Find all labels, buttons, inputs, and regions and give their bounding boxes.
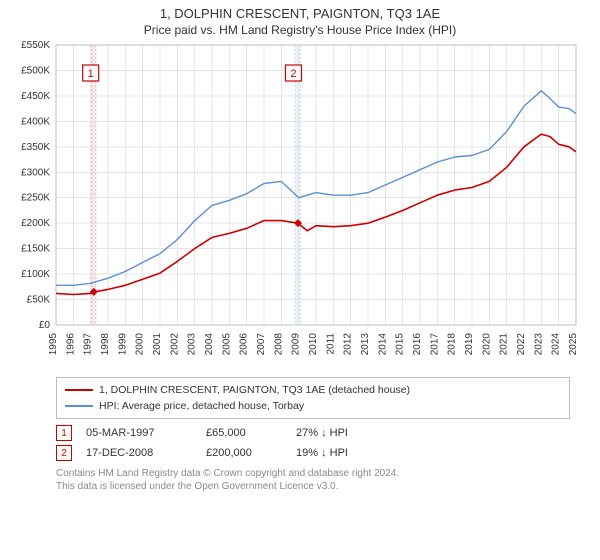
chart-title: 1, DOLPHIN CRESCENT, PAIGNTON, TQ3 1AE bbox=[0, 6, 600, 21]
svg-text:£150K: £150K bbox=[21, 244, 50, 255]
svg-text:2012: 2012 bbox=[343, 333, 354, 356]
sale-delta: 27% ↓ HPI bbox=[296, 427, 416, 439]
legend-item: 1, DOLPHIN CRESCENT, PAIGNTON, TQ3 1AE (… bbox=[65, 382, 561, 398]
svg-text:2025: 2025 bbox=[568, 333, 579, 356]
svg-text:2003: 2003 bbox=[187, 333, 198, 356]
svg-text:2023: 2023 bbox=[533, 333, 544, 356]
sale-marker: 1 bbox=[56, 425, 72, 441]
sale-date: 17-DEC-2008 bbox=[86, 447, 206, 459]
svg-text:2006: 2006 bbox=[239, 333, 250, 356]
svg-text:2013: 2013 bbox=[360, 333, 371, 356]
footer-line: This data is licensed under the Open Gov… bbox=[56, 480, 570, 493]
svg-text:1998: 1998 bbox=[100, 333, 111, 356]
legend-label: HPI: Average price, detached house, Torb… bbox=[99, 400, 304, 412]
title-block: 1, DOLPHIN CRESCENT, PAIGNTON, TQ3 1AE P… bbox=[0, 0, 600, 37]
svg-text:2016: 2016 bbox=[412, 333, 423, 356]
sale-date: 05-MAR-1997 bbox=[86, 427, 206, 439]
sale-row: 2 17-DEC-2008£200,00019% ↓ HPI bbox=[56, 445, 600, 461]
svg-text:2001: 2001 bbox=[152, 333, 163, 356]
svg-text:£0: £0 bbox=[39, 320, 51, 331]
svg-text:2009: 2009 bbox=[291, 333, 302, 356]
sale-marker: 2 bbox=[56, 445, 72, 461]
chart-container: 1, DOLPHIN CRESCENT, PAIGNTON, TQ3 1AE P… bbox=[0, 0, 600, 493]
svg-text:£250K: £250K bbox=[21, 193, 50, 204]
sale-price: £200,000 bbox=[206, 447, 296, 459]
svg-text:2005: 2005 bbox=[221, 333, 232, 356]
legend-label: 1, DOLPHIN CRESCENT, PAIGNTON, TQ3 1AE (… bbox=[99, 384, 410, 396]
svg-text:£300K: £300K bbox=[21, 167, 50, 178]
legend-swatch bbox=[65, 389, 93, 391]
svg-text:£400K: £400K bbox=[21, 116, 50, 127]
svg-text:2004: 2004 bbox=[204, 333, 215, 356]
svg-text:2022: 2022 bbox=[516, 333, 527, 356]
svg-text:2011: 2011 bbox=[325, 333, 336, 355]
svg-text:1997: 1997 bbox=[83, 333, 94, 356]
footer-line: Contains HM Land Registry data © Crown c… bbox=[56, 467, 570, 480]
chart-subtitle: Price paid vs. HM Land Registry's House … bbox=[0, 23, 600, 37]
svg-text:2024: 2024 bbox=[551, 333, 562, 356]
svg-text:£550K: £550K bbox=[21, 40, 50, 51]
legend: 1, DOLPHIN CRESCENT, PAIGNTON, TQ3 1AE (… bbox=[56, 377, 570, 419]
svg-text:2020: 2020 bbox=[481, 333, 492, 356]
svg-text:£100K: £100K bbox=[21, 269, 50, 280]
svg-text:1996: 1996 bbox=[65, 333, 76, 356]
svg-text:2019: 2019 bbox=[464, 333, 475, 356]
svg-text:£50K: £50K bbox=[27, 295, 51, 306]
svg-text:2002: 2002 bbox=[169, 333, 180, 356]
svg-text:£500K: £500K bbox=[21, 65, 50, 76]
price-chart: £0 £50K £100K £150K £200K £250K £300K £350K £400… bbox=[0, 37, 600, 377]
svg-text:2021: 2021 bbox=[499, 333, 510, 356]
svg-text:2017: 2017 bbox=[429, 333, 440, 356]
svg-text:2000: 2000 bbox=[135, 333, 146, 356]
legend-swatch bbox=[65, 405, 93, 407]
svg-text:1999: 1999 bbox=[117, 333, 128, 356]
footer-attribution: Contains HM Land Registry data © Crown c… bbox=[56, 467, 570, 493]
svg-text:2010: 2010 bbox=[308, 333, 319, 356]
legend-item: HPI: Average price, detached house, Torb… bbox=[65, 398, 561, 414]
svg-text:£450K: £450K bbox=[21, 91, 50, 102]
svg-text:2: 2 bbox=[290, 68, 296, 80]
svg-text:1995: 1995 bbox=[48, 333, 59, 356]
svg-text:2014: 2014 bbox=[377, 333, 388, 356]
sale-price: £65,000 bbox=[206, 427, 296, 439]
sales-list: 1 05-MAR-1997£65,00027% ↓ HPI 2 17-DEC-2008… bbox=[0, 425, 600, 461]
svg-text:£350K: £350K bbox=[21, 142, 50, 153]
sale-row: 1 05-MAR-1997£65,00027% ↓ HPI bbox=[56, 425, 600, 441]
svg-text:1: 1 bbox=[88, 68, 94, 80]
sale-delta: 19% ↓ HPI bbox=[296, 447, 416, 459]
svg-text:2007: 2007 bbox=[256, 333, 267, 356]
svg-text:2008: 2008 bbox=[273, 333, 284, 356]
svg-text:£200K: £200K bbox=[21, 218, 50, 229]
svg-text:2015: 2015 bbox=[395, 333, 406, 356]
svg-text:2018: 2018 bbox=[447, 333, 458, 356]
